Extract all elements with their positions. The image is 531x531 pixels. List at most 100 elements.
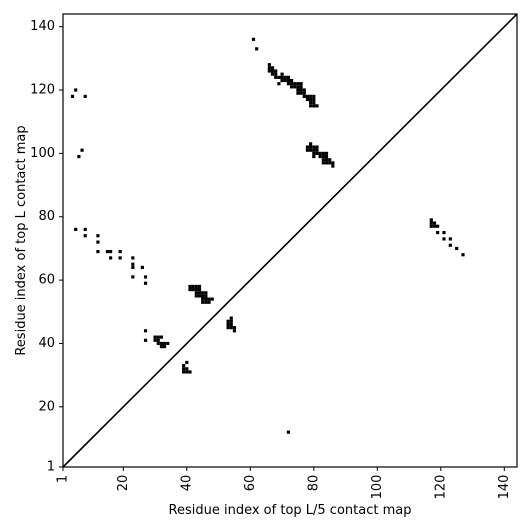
contact-point [315,104,319,108]
contact-point [185,367,189,371]
contact-point [429,224,433,228]
contact-point [191,284,195,289]
contact-point [267,69,271,73]
contact-point [226,322,230,327]
x-tick-label: 100 [370,475,385,500]
contact-point [156,338,160,342]
contact-point [448,237,452,241]
contact-point [118,256,122,260]
contact-point [229,316,233,320]
contact-point [267,63,271,67]
plot-frame [62,13,518,468]
contact-point [194,288,198,292]
contact-point [274,69,278,73]
contact-point [309,148,313,152]
contact-point [290,82,294,86]
contact-point [232,329,237,333]
contact-point [226,319,230,323]
x-tick-label: 40 [179,475,194,492]
contact-point [315,151,319,155]
contact-point [312,104,316,108]
contact-point [312,94,316,98]
contact-point [436,224,440,228]
y-tick-label: 80 [38,209,55,224]
contact-point [159,341,163,346]
contact-point [156,335,160,339]
contact-point [143,281,148,285]
contact-point [324,161,329,165]
contact-point [331,164,335,168]
contact-point [315,145,319,149]
contact-point [305,94,310,98]
contact-point [328,158,332,162]
contact-point [96,234,100,238]
contact-point [312,148,316,152]
x-tick-label: 120 [433,475,448,500]
contact-point [432,221,437,225]
contact-point [309,97,313,102]
contact-point [286,75,290,79]
contact-point [229,322,233,327]
contact-point [299,85,303,89]
contact-point [156,341,160,346]
contact-point [290,78,294,83]
contact-point [305,145,310,149]
contact-point [274,72,278,76]
contact-point [74,227,78,231]
contact-point [324,154,329,159]
contact-point [309,104,313,108]
contact-point [226,326,230,330]
contact-point [163,341,167,346]
contact-point [331,161,335,165]
contact-point [305,97,310,102]
contact-point [321,154,325,159]
contact-point [270,66,275,70]
contact-point [159,345,163,349]
x-tick-label: 1 [56,475,71,483]
contact-point [153,338,157,342]
contact-point [83,234,87,238]
contact-point [312,97,316,102]
contact-point [229,319,233,323]
contact-point [315,148,319,152]
contact-point [83,227,87,231]
contact-point [296,85,300,89]
contact-point [204,297,208,301]
contact-point [191,288,195,292]
y-tick-label: 60 [38,273,55,288]
x-axis: 1 20 40 60 80 100 120 140 [56,467,512,499]
contact-point [293,85,297,89]
contact-point [143,338,148,342]
diagonal-line [62,13,518,468]
contact-point [163,345,167,349]
contact-point [293,82,297,86]
contact-point [77,154,81,159]
contact-point [255,47,259,51]
contact-point [312,101,316,105]
contact-point [429,218,433,222]
contact-point [109,256,113,260]
contact-point [436,231,440,235]
contact-point [201,297,205,301]
contact-point [283,75,287,79]
contact-point [232,326,237,330]
contact-point [197,284,202,289]
contact-point [210,297,214,301]
contact-point [299,91,303,95]
x-tick-label: 80 [306,475,321,492]
contact-point [188,370,192,374]
contact-point [131,256,135,260]
contact-point [312,151,316,155]
contact-point [286,430,290,434]
y-tick-label: 40 [38,336,55,351]
contact-point [296,91,300,95]
contact-point [328,161,332,165]
contact-point [96,240,100,244]
contact-point [197,288,202,292]
contact-point [318,154,322,159]
x-axis-label: Residue index of top L/5 contact map [169,503,412,518]
contact-point [194,291,198,295]
contact-point [280,72,284,76]
contact-point [131,275,135,279]
